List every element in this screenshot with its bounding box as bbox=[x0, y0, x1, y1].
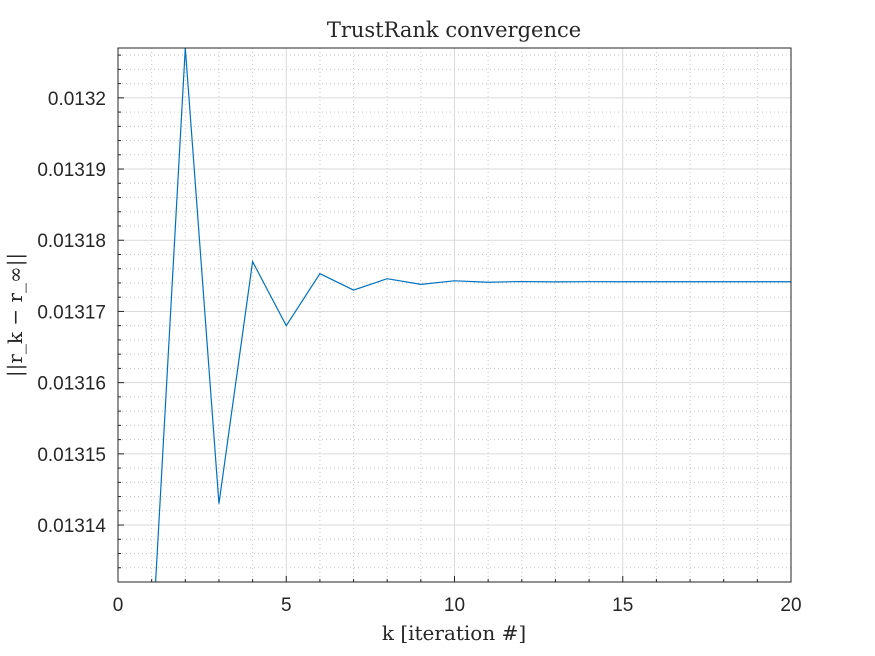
major-grid bbox=[118, 48, 791, 582]
x-axis-label: k [iteration #] bbox=[382, 621, 526, 645]
x-tick-label: 5 bbox=[281, 595, 292, 616]
y-tick-label: 0.01314 bbox=[37, 516, 106, 537]
tick-marks bbox=[117, 54, 792, 583]
y-tick-label: 0.01319 bbox=[37, 160, 106, 181]
x-tick-label: 15 bbox=[612, 595, 633, 616]
chart-title: TrustRank convergence bbox=[327, 18, 581, 42]
y-tick-labels: 0.01314 0.01315 0.01316 0.01317 0.01318 0.013… bbox=[37, 89, 106, 537]
y-tick-label: 0.01317 bbox=[37, 302, 106, 323]
y-tick-label: 0.01315 bbox=[37, 445, 106, 466]
series-line bbox=[155, 48, 791, 582]
x-tick-labels: 0 5 10 15 20 bbox=[113, 595, 802, 616]
x-tick-label: 20 bbox=[780, 595, 801, 616]
series-layer bbox=[155, 48, 791, 582]
y-tick-label: 0.01318 bbox=[37, 231, 106, 252]
x-tick-label: 0 bbox=[113, 595, 124, 616]
y-tick-label: 0.01316 bbox=[37, 374, 106, 395]
y-axis-label: ||r_k − r_∞|| bbox=[3, 253, 28, 377]
y-tick-label: 0.0132 bbox=[48, 89, 106, 110]
x-tick-label: 10 bbox=[444, 595, 465, 616]
